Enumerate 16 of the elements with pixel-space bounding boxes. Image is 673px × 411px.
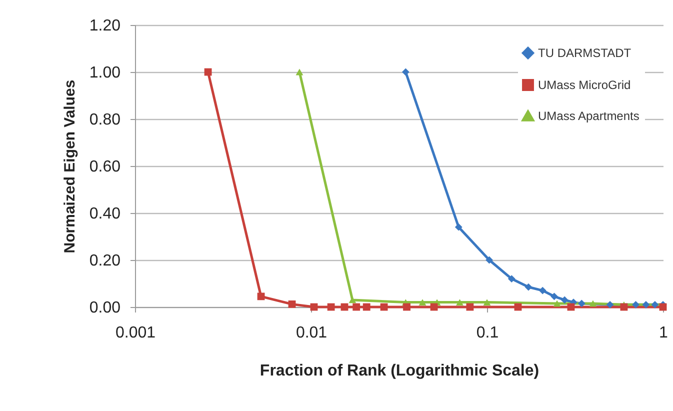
x-tick-label: 0.001 bbox=[115, 324, 156, 342]
y-tick-label: 0.20 bbox=[89, 252, 121, 270]
y-tick-label: 1.20 bbox=[89, 18, 121, 34]
legend-label: TU DARMSTADT bbox=[538, 46, 632, 60]
y-tick-label: 1.00 bbox=[89, 64, 121, 82]
legend-label: UMass Apartments bbox=[538, 109, 640, 123]
x-axis-title: Fraction of Rank (Logarithmic Scale) bbox=[260, 362, 540, 380]
legend-label: UMass MicroGrid bbox=[538, 78, 631, 92]
y-tick-label: 0.40 bbox=[89, 206, 121, 222]
y-axis-title: Normaized Eigen Values bbox=[61, 80, 78, 254]
y-tick-label: 0.80 bbox=[89, 112, 121, 128]
x-tick-label: 1 bbox=[659, 324, 668, 342]
y-tick-label: 0.60 bbox=[89, 158, 121, 176]
x-tick-label: 0.01 bbox=[296, 324, 328, 342]
y-tick-label: 0.00 bbox=[89, 300, 121, 316]
x-tick-label: 0.1 bbox=[476, 324, 499, 342]
